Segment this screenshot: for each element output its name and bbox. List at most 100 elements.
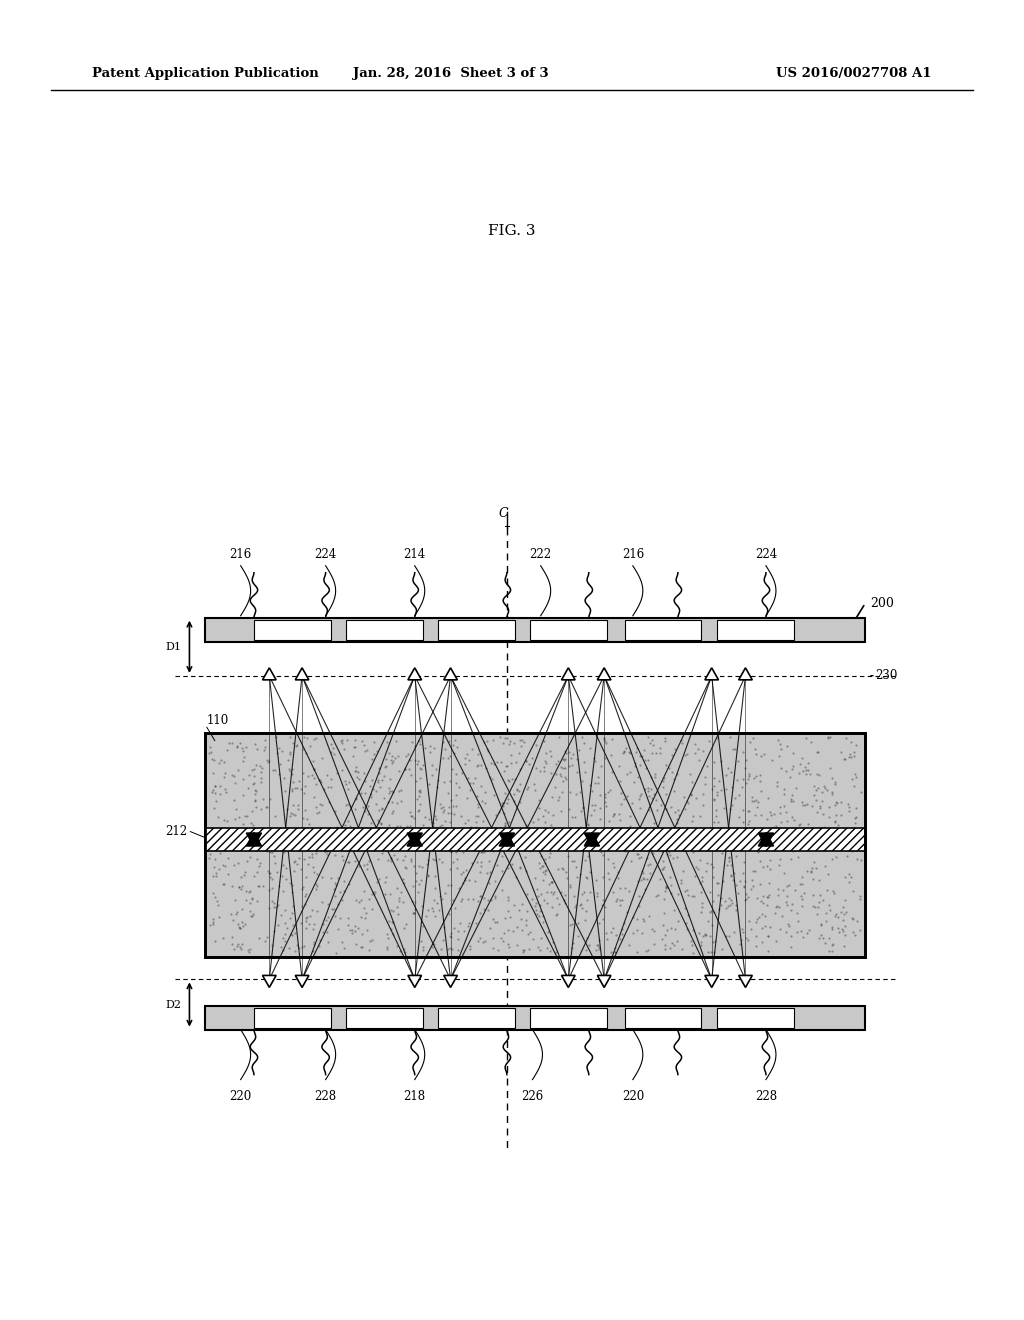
Point — [347, 920, 364, 941]
Point — [378, 866, 394, 887]
Point — [759, 895, 775, 916]
Polygon shape — [408, 668, 422, 680]
Point — [517, 814, 534, 836]
Point — [514, 941, 530, 962]
Polygon shape — [443, 975, 458, 987]
Point — [529, 936, 546, 957]
Point — [721, 850, 737, 871]
Point — [835, 921, 851, 942]
Point — [287, 941, 303, 962]
Point — [696, 767, 713, 788]
Point — [371, 758, 387, 779]
Point — [779, 735, 796, 756]
Point — [670, 799, 686, 820]
Point — [615, 743, 632, 764]
Point — [641, 906, 657, 927]
Point — [611, 755, 628, 776]
Point — [726, 826, 742, 847]
Point — [306, 862, 323, 883]
Point — [605, 853, 622, 874]
Point — [679, 879, 695, 900]
Point — [783, 822, 800, 843]
Point — [845, 921, 861, 942]
Point — [480, 830, 497, 851]
Point — [691, 750, 708, 771]
Point — [294, 878, 310, 899]
Point — [469, 793, 485, 814]
Point — [472, 886, 488, 907]
Point — [629, 919, 645, 940]
Point — [578, 940, 594, 961]
Point — [402, 801, 419, 822]
Point — [672, 821, 688, 842]
Point — [590, 767, 606, 788]
Point — [820, 726, 837, 747]
Point — [341, 771, 357, 792]
Point — [466, 767, 482, 788]
Point — [429, 777, 445, 799]
Point — [748, 766, 764, 787]
Point — [693, 870, 710, 891]
Point — [297, 776, 313, 797]
Point — [381, 838, 397, 859]
Point — [679, 838, 695, 859]
Point — [794, 873, 810, 894]
Point — [666, 935, 682, 956]
Point — [716, 797, 732, 818]
Point — [597, 747, 613, 768]
Point — [651, 834, 668, 855]
Point — [381, 777, 397, 799]
Point — [646, 933, 663, 954]
Point — [465, 832, 481, 853]
Point — [648, 886, 665, 907]
Point — [759, 809, 775, 830]
Point — [808, 857, 824, 878]
Point — [307, 774, 324, 795]
Point — [721, 888, 737, 909]
Point — [852, 888, 868, 909]
Bar — [438, 1008, 515, 1027]
Point — [774, 906, 791, 927]
Point — [741, 824, 758, 845]
Point — [392, 791, 409, 812]
Point — [687, 733, 703, 754]
Point — [740, 800, 757, 821]
Point — [635, 867, 651, 888]
Text: 216: 216 — [622, 548, 644, 561]
Point — [625, 923, 641, 944]
Point — [690, 858, 707, 879]
Point — [470, 931, 486, 952]
Point — [332, 908, 348, 929]
Point — [231, 917, 248, 939]
Point — [740, 836, 757, 857]
Point — [204, 781, 220, 803]
Point — [772, 919, 788, 940]
Point — [377, 756, 393, 777]
Polygon shape — [705, 975, 719, 987]
Point — [560, 846, 577, 867]
Point — [283, 923, 299, 944]
Point — [545, 883, 561, 904]
Point — [392, 830, 409, 851]
Point — [298, 907, 314, 928]
Point — [633, 784, 649, 805]
Point — [636, 750, 652, 771]
Point — [623, 832, 639, 853]
Point — [589, 882, 605, 903]
Point — [645, 842, 662, 863]
Point — [285, 875, 301, 896]
Point — [246, 759, 262, 780]
Point — [654, 915, 671, 936]
Point — [273, 821, 290, 842]
Point — [762, 916, 778, 937]
Point — [245, 903, 261, 924]
Point — [435, 797, 452, 818]
Point — [367, 883, 383, 904]
Point — [509, 779, 525, 800]
Point — [444, 851, 461, 873]
Point — [629, 843, 645, 865]
Point — [654, 770, 671, 791]
Point — [313, 771, 330, 792]
Point — [384, 803, 400, 824]
Point — [383, 847, 399, 869]
